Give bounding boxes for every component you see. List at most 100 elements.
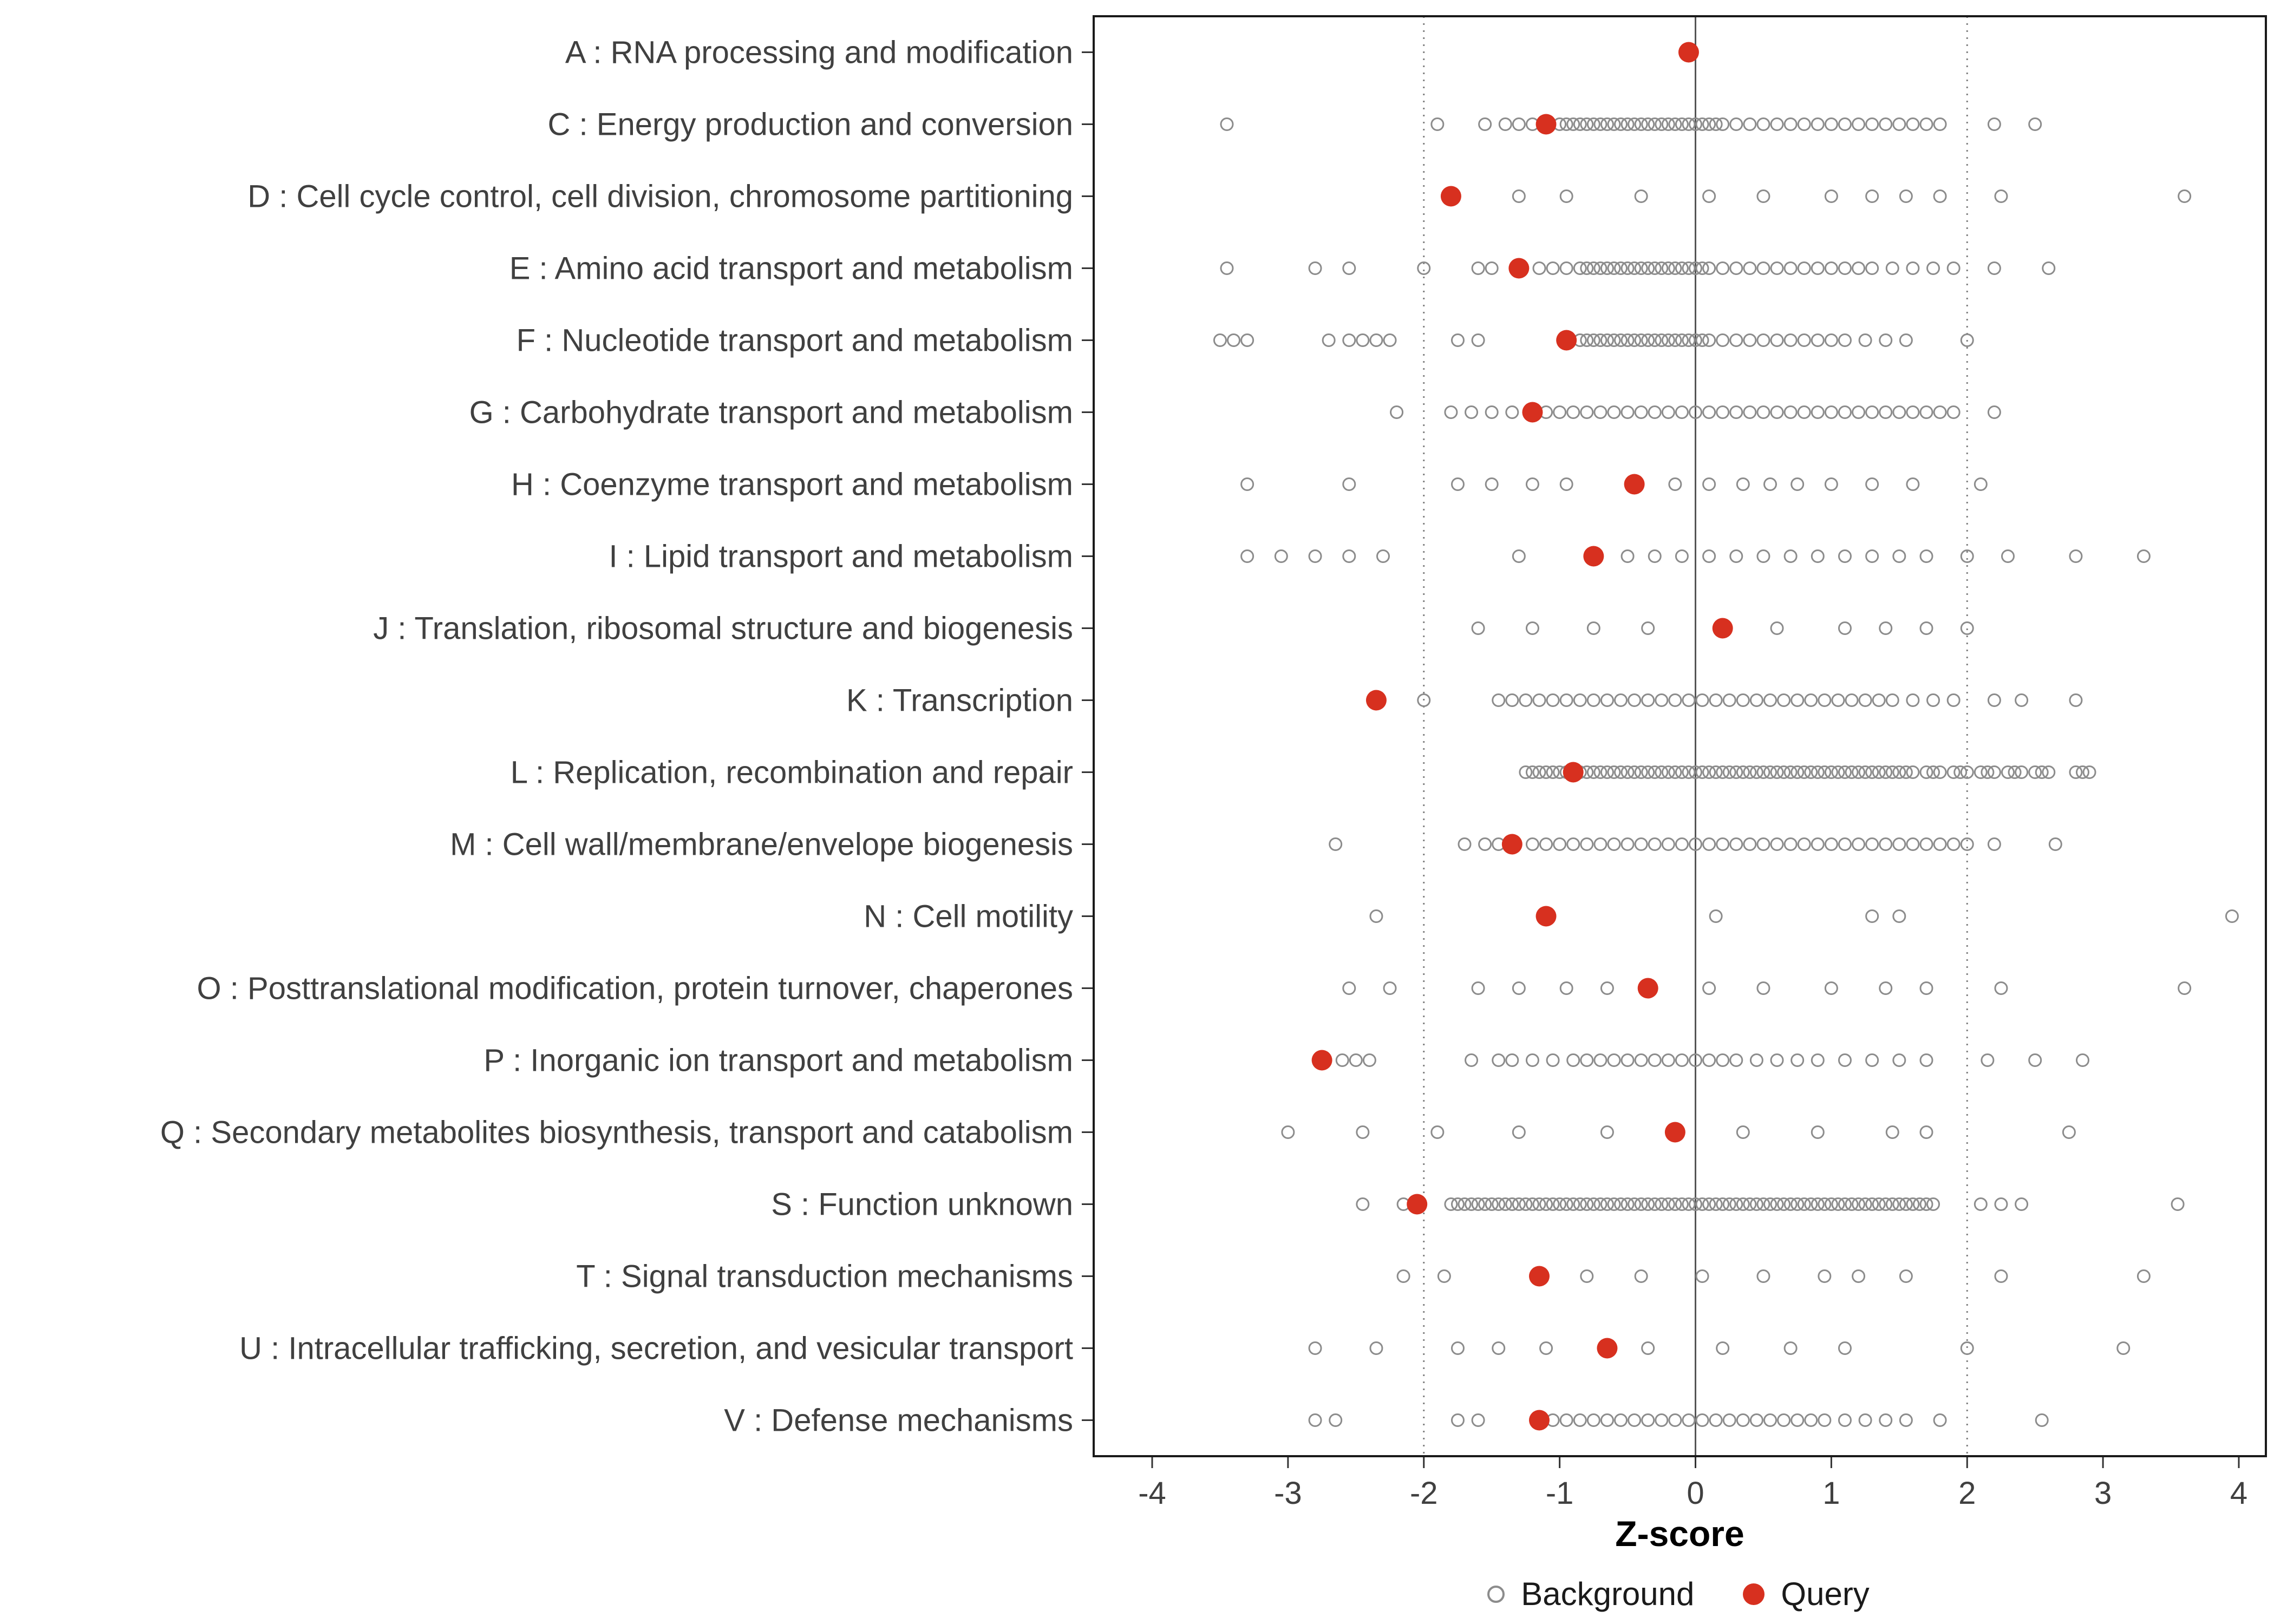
background-point (1994, 1197, 2008, 1211)
x-tick-label: -3 (1274, 1476, 1302, 1511)
background-point (1485, 405, 1499, 419)
background-point (1675, 837, 1689, 851)
background-point (1620, 333, 1635, 347)
background-point (1879, 333, 1893, 347)
background-point (1749, 1053, 1763, 1067)
background-point (1600, 117, 1614, 131)
background-point (1471, 1197, 1485, 1211)
background-point (1695, 1269, 1709, 1283)
background-point (1838, 1341, 1852, 1355)
background-point (1682, 261, 1696, 275)
background-point (1852, 117, 1866, 131)
query-point-icon (1743, 1583, 1765, 1605)
background-point (1240, 477, 1254, 491)
background-point (1709, 765, 1723, 779)
background-point (1743, 333, 1757, 347)
background-point (1695, 1413, 1709, 1427)
background-point (1308, 1413, 1322, 1427)
background-point (1811, 1053, 1825, 1067)
background-point (1600, 981, 1614, 995)
query-point (1407, 1194, 1428, 1215)
background-point (1865, 477, 1879, 491)
query-point (1311, 1050, 1332, 1071)
background-point (2042, 765, 2056, 779)
background-point (1783, 1341, 1798, 1355)
background-point (1213, 333, 1227, 347)
background-point (1634, 837, 1648, 851)
background-point (1818, 1413, 1832, 1427)
background-point (2075, 765, 2089, 779)
background-point (1729, 549, 1743, 563)
background-point (1729, 405, 1743, 419)
background-point (1906, 765, 1920, 779)
legend: Background Query (1029, 1575, 2274, 1613)
background-point (1838, 1197, 1852, 1211)
background-point (1906, 261, 1920, 275)
y-axis-label: M : Cell wall/membrane/envelope biogenes… (450, 827, 1073, 862)
y-axis-label: G : Carbohydrate transport and metabolis… (469, 395, 1073, 430)
background-point (1356, 1125, 1370, 1139)
background-point (1824, 765, 1838, 779)
background-point (1892, 549, 1906, 563)
background-point (2008, 765, 2022, 779)
background-point (1628, 1197, 1642, 1211)
background-point (1498, 1197, 1512, 1211)
background-point (1885, 1197, 1899, 1211)
background-point (1695, 333, 1709, 347)
background-point (1628, 693, 1642, 707)
background-point (2069, 765, 2083, 779)
background-point (1661, 837, 1675, 851)
background-point (1593, 333, 1608, 347)
background-point (1702, 981, 1716, 995)
background-point (1892, 765, 1906, 779)
background-point (1620, 117, 1635, 131)
background-point (2069, 693, 2083, 707)
background-point (1369, 909, 1383, 923)
background-point (2001, 765, 2015, 779)
background-point (1852, 765, 1866, 779)
background-point (1559, 693, 1573, 707)
background-point (1791, 477, 1805, 491)
background-point (1763, 477, 1777, 491)
background-point (1756, 261, 1770, 275)
background-point (1634, 261, 1648, 275)
background-point (1600, 765, 1614, 779)
background-point (1661, 117, 1675, 131)
background-point (1342, 477, 1356, 491)
background-point (1865, 765, 1879, 779)
background-point (1478, 117, 1492, 131)
background-point (2015, 765, 2029, 779)
background-point (1974, 1197, 1988, 1211)
background-point (1716, 1053, 1730, 1067)
background-point (1566, 837, 1580, 851)
background-point (1702, 189, 1716, 203)
background-point (1512, 117, 1526, 131)
query-point (1664, 1122, 1685, 1143)
background-point (1607, 837, 1621, 851)
background-point (1770, 1053, 1784, 1067)
background-point (1580, 117, 1594, 131)
background-point (1879, 1197, 1893, 1211)
background-point (1586, 693, 1600, 707)
background-point (1675, 1053, 1689, 1067)
background-point (1919, 1197, 1933, 1211)
legend-item-query: Query (1743, 1575, 1870, 1613)
background-point (1987, 765, 2001, 779)
background-point (1838, 621, 1852, 635)
background-point (1580, 1269, 1594, 1283)
background-point (1736, 765, 1750, 779)
background-point (1634, 1197, 1648, 1211)
background-point (1865, 1053, 1879, 1067)
background-point (1600, 1197, 1614, 1211)
background-point (1749, 1197, 1763, 1211)
background-point (1899, 1269, 1913, 1283)
background-point (1783, 1197, 1798, 1211)
background-point (1756, 333, 1770, 347)
background-point (1641, 1197, 1655, 1211)
background-point (1227, 333, 1241, 347)
query-point (1597, 1338, 1618, 1359)
background-point (1668, 477, 1682, 491)
background-point (1885, 1125, 1899, 1139)
background-point (1532, 765, 1546, 779)
background-point (2001, 549, 2015, 563)
